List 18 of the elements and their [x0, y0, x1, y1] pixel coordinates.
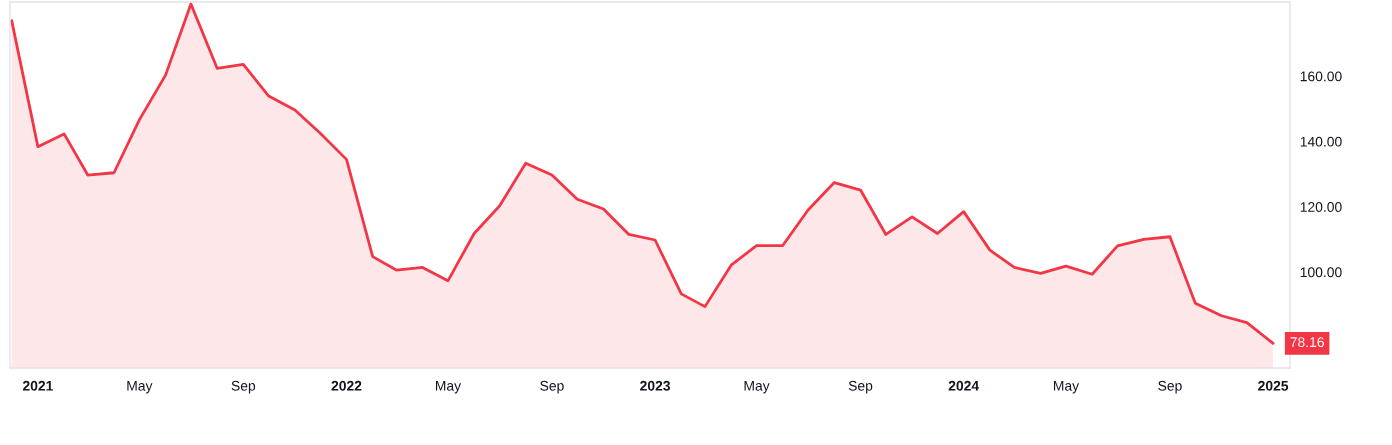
x-tick-label: May — [1053, 381, 1080, 394]
y-tick-label: 140.00 — [1300, 136, 1342, 147]
x-tick-label: Sep — [231, 380, 256, 394]
x-tick-label: Sep — [1158, 380, 1182, 394]
x-tick-label: Sep — [540, 380, 564, 394]
x-tick-label: May — [744, 381, 770, 394]
x-tick-label: 2025 — [1258, 380, 1289, 391]
y-tick-label: 120.00 — [1300, 202, 1342, 212]
x-tick-label: Sep — [848, 380, 873, 394]
x-tick-label: 2024 — [948, 380, 980, 391]
x-tick-label: May — [435, 381, 462, 394]
x-tick-label: 2021 — [22, 380, 53, 391]
y-tick-label: 160.00 — [1300, 71, 1342, 82]
x-tick-label: May — [127, 381, 153, 394]
x-tick-label: 2023 — [640, 380, 671, 391]
y-tick-label: 100.00 — [1300, 267, 1342, 278]
data-label: 78.16 — [1290, 337, 1324, 348]
x-tick-label: 2022 — [331, 380, 362, 391]
